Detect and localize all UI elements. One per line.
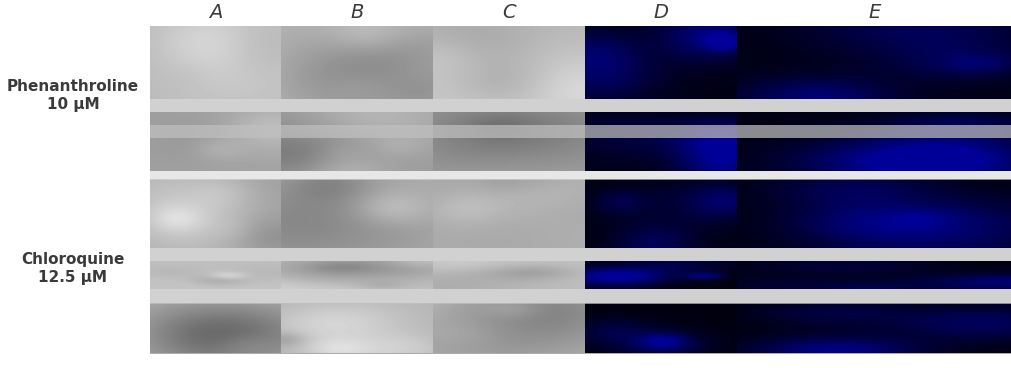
Bar xyxy=(0,0,1011,26)
Text: C: C xyxy=(501,3,516,22)
Text: Chloroquine
12.5 μM: Chloroquine 12.5 μM xyxy=(21,252,124,285)
Bar xyxy=(150,171,1011,180)
Bar xyxy=(150,99,1011,112)
Bar xyxy=(0,0,150,368)
Text: Phenanthroline
10 μM: Phenanthroline 10 μM xyxy=(7,79,139,112)
Text: E: E xyxy=(867,3,880,22)
Bar xyxy=(150,289,1011,304)
Bar xyxy=(0,353,1011,368)
Bar xyxy=(150,125,1011,138)
Text: B: B xyxy=(350,3,364,22)
Text: A: A xyxy=(208,3,222,22)
Text: D: D xyxy=(653,3,667,22)
Bar xyxy=(150,248,1011,261)
